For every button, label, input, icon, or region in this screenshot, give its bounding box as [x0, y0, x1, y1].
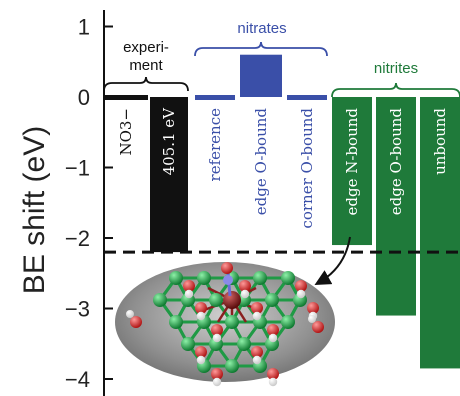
- atom-green: [153, 293, 167, 307]
- molecular-structure-inset: [115, 236, 351, 387]
- bar-label: 405.1 eV: [160, 107, 178, 176]
- atom-white: [240, 289, 250, 299]
- atom-red: [251, 302, 263, 314]
- y-tick-label: −4: [65, 367, 90, 392]
- atom-green: [281, 271, 295, 285]
- atom-green: [169, 315, 183, 329]
- bar: [287, 95, 327, 100]
- bar: [420, 97, 460, 369]
- atom-white: [212, 377, 222, 387]
- bar-label: corner O-bound: [298, 108, 316, 229]
- atom-red: [195, 302, 207, 314]
- y-tick-label: −3: [65, 297, 90, 322]
- atom-green: [253, 271, 267, 285]
- bar-label: unbound: [431, 108, 449, 175]
- atom-green: [181, 337, 195, 351]
- atom-green: [169, 271, 183, 285]
- atom-red: [267, 324, 279, 336]
- atom-green: [225, 359, 239, 373]
- atom-white: [296, 289, 306, 299]
- bar: [376, 97, 416, 316]
- bars: [104, 54, 460, 369]
- atom-green: [237, 337, 251, 351]
- atom-white: [268, 377, 278, 387]
- atom-white: [212, 333, 222, 343]
- bar-label: NO3−: [117, 108, 135, 156]
- bar-labels: NO3− 405.1 eV reference edge O-bound corner …: [117, 107, 449, 229]
- y-axis: 1 0 −1 −2 −3 −4 BE shift (eV): [18, 10, 113, 396]
- group-label-experiment: experi-ment: [123, 39, 169, 74]
- bar-label: edge O-bound: [252, 108, 270, 216]
- atom-green: [281, 315, 295, 329]
- group-bracket: [194, 41, 328, 57]
- atom-white: [252, 355, 262, 365]
- atom-white: [268, 333, 278, 343]
- group-labels: experi-ment nitrates nitrites: [103, 20, 460, 98]
- group-bracket: [331, 82, 460, 98]
- y-tick-label: −2: [65, 226, 90, 251]
- atom-white: [196, 355, 206, 365]
- atom-white: [252, 311, 262, 321]
- bar-label: edge N-bound: [343, 108, 361, 216]
- bar-label: edge O-bound: [387, 108, 405, 216]
- atom-green: [209, 293, 223, 307]
- bar-label: reference: [206, 108, 224, 182]
- atom-red: [183, 280, 195, 292]
- atom-red: [130, 316, 142, 328]
- atom-dark-red: [223, 291, 241, 309]
- atom-green: [225, 315, 239, 329]
- group-bracket: [103, 76, 189, 92]
- y-axis-label: BE shift (eV): [18, 126, 51, 294]
- y-tick-label: 0: [78, 85, 90, 110]
- atom-red: [221, 262, 233, 274]
- molecular-structure-icon: [126, 262, 324, 387]
- bar: [195, 95, 235, 100]
- atom-red: [267, 368, 279, 380]
- bar: [104, 95, 148, 100]
- y-tick-label: −1: [65, 156, 90, 181]
- atom-red: [307, 302, 319, 314]
- atom-red: [239, 280, 251, 292]
- atom-red: [211, 368, 223, 380]
- atom-green: [197, 271, 211, 285]
- atom-green: [265, 293, 279, 307]
- atom-red: [195, 346, 207, 358]
- atom-nitrogen: [223, 275, 233, 285]
- atom-red: [251, 346, 263, 358]
- atom-white: [196, 311, 206, 321]
- atom-red: [295, 280, 307, 292]
- atom-red: [312, 321, 324, 333]
- bar: [332, 97, 372, 246]
- atom-white: [184, 289, 194, 299]
- y-tick-label: 1: [78, 15, 90, 40]
- group-label-nitrates: nitrates: [237, 20, 286, 37]
- bar: [150, 97, 188, 253]
- atom-white: [308, 315, 316, 323]
- atom-white: [126, 310, 134, 318]
- atom-red: [211, 324, 223, 336]
- bar: [240, 54, 282, 97]
- pointer-arrow: [314, 236, 351, 285]
- group-label-nitrites: nitrites: [374, 60, 418, 77]
